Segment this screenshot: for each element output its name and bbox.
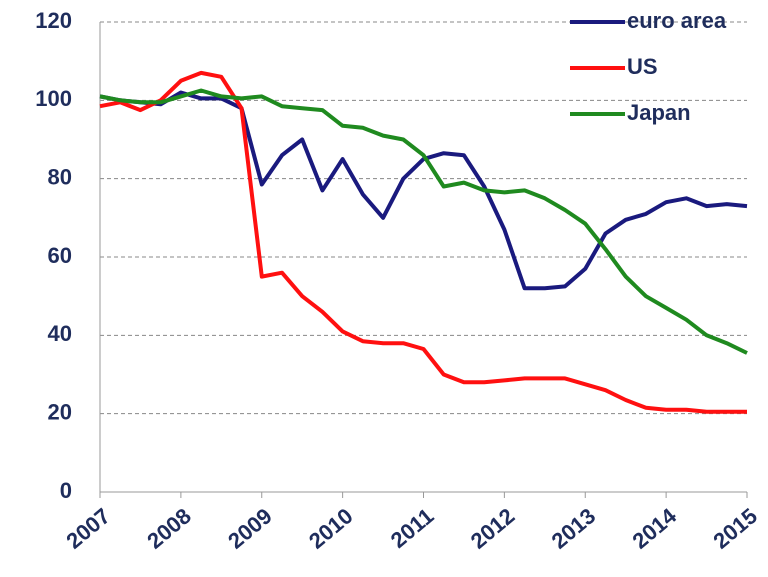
x-tick-label: 2009 (223, 503, 277, 554)
y-tick-label: 0 (60, 478, 72, 503)
legend-label: US (627, 54, 658, 79)
x-tick-label: 2010 (304, 503, 358, 554)
legend-label: Japan (627, 100, 691, 125)
y-tick-label: 80 (48, 164, 72, 189)
y-tick-label: 20 (48, 399, 72, 424)
y-tick-label: 120 (35, 8, 72, 33)
x-tick-label: 2007 (61, 503, 115, 554)
y-tick-label: 60 (48, 243, 72, 268)
x-tick-label: 2013 (547, 503, 601, 554)
series-line (99, 70, 747, 414)
x-tick-label: 2014 (628, 503, 682, 554)
legend-label: euro area (627, 8, 727, 33)
y-tick-label: 40 (48, 321, 72, 346)
y-tick-label: 100 (35, 86, 72, 111)
series-line (99, 90, 748, 291)
x-tick-label: 2011 (386, 503, 439, 553)
x-tick-label: 2012 (466, 503, 520, 554)
x-tick-label: 2015 (708, 503, 762, 554)
x-tick-label: 2008 (142, 503, 196, 554)
series-line (99, 88, 748, 355)
